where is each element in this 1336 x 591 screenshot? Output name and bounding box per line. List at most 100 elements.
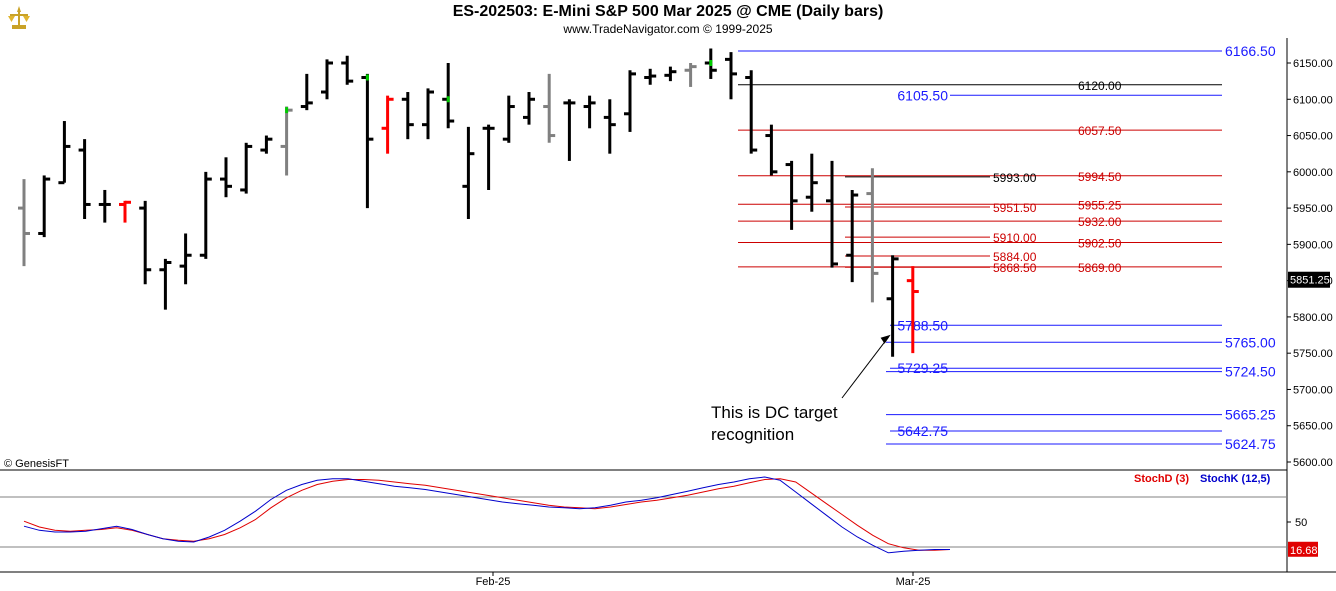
- price-bar: [240, 142, 253, 194]
- level-label-5624.75: 5624.75: [1225, 436, 1276, 452]
- trade-navigator-logo-icon: [4, 3, 34, 33]
- price-bar: [866, 168, 879, 303]
- level-label-6166.50: 6166.50: [1225, 43, 1276, 59]
- stochastic-pane: 50 StochD (3) StochK (12,5) 16.68: [0, 473, 1318, 557]
- price-bar: [624, 70, 636, 132]
- price-bar: [523, 92, 535, 125]
- price-bar: [664, 66, 677, 82]
- price-bar: [805, 153, 818, 212]
- price-bar: [725, 52, 737, 100]
- level-label-5955.25: 5955.25: [1078, 198, 1122, 212]
- price-bar: [18, 179, 30, 267]
- time-axis: Feb-25 Mar-25: [476, 572, 931, 588]
- price-axis-label: 5750.00: [1293, 348, 1333, 360]
- last-price-box: [1288, 271, 1330, 288]
- price-bar: [785, 160, 798, 230]
- price-bar: [98, 189, 111, 223]
- level-label-6105.50: 6105.50: [897, 87, 948, 103]
- price-axis-label: 6100.00: [1293, 94, 1333, 106]
- price-bar: [846, 189, 859, 283]
- price-bar: [482, 124, 495, 190]
- level-label-5932.00: 5932.00: [1078, 215, 1122, 229]
- level-label-5884.00: 5884.00: [993, 250, 1037, 264]
- level-label-5993.00: 5993.00: [993, 171, 1037, 185]
- price-bar: [38, 175, 51, 238]
- price-bar: [220, 157, 232, 198]
- price-bar: [58, 121, 71, 185]
- copyright-label: © GenesisFT: [4, 458, 69, 470]
- price-bar: [321, 59, 333, 100]
- price-bar: [119, 200, 131, 223]
- annotation-layer: This is DC target recognition: [711, 334, 891, 444]
- price-bar: [78, 139, 91, 219]
- stoch-k-line: [23, 476, 950, 554]
- level-label-6057.50: 6057.50: [1078, 124, 1122, 138]
- annotation-text: This is DC target: [711, 403, 838, 422]
- stoch-axis-label: 50: [1295, 517, 1307, 529]
- level-label-5902.50: 5902.50: [1078, 237, 1122, 251]
- level-label-5869.00: 5869.00: [1078, 261, 1122, 275]
- price-axis-label: 5600.00: [1293, 457, 1333, 469]
- time-axis-label: Mar-25: [896, 576, 931, 588]
- stoch-last-value-box: [1288, 541, 1318, 557]
- level-label-5868.50: 5868.50: [993, 261, 1037, 275]
- level-label-5910.00: 5910.00: [993, 231, 1037, 245]
- price-bar: [765, 124, 778, 176]
- price-bar: [179, 233, 192, 285]
- price-bar: [684, 63, 697, 87]
- level-label-6120.00: 6120.00: [1078, 79, 1122, 93]
- levels-layer: 6166.50 6120.00 6105.50 6057.50 5994.50 5993.…: [738, 43, 1276, 452]
- price-axis-label: 6050.00: [1293, 131, 1333, 143]
- stoch-d-line: [23, 478, 951, 551]
- level-label-5724.50: 5724.50: [1225, 364, 1276, 380]
- price-bar: [199, 171, 212, 259]
- level-label-5665.25: 5665.25: [1225, 407, 1276, 423]
- price-bar: [603, 99, 616, 154]
- time-axis-label: Feb-25: [476, 576, 511, 588]
- price-bar: [583, 95, 596, 129]
- price-bar: [300, 73, 313, 111]
- level-label-5788.50: 5788.50: [897, 317, 948, 333]
- price-bar: [381, 95, 394, 154]
- level-label-5729.25: 5729.25: [897, 360, 948, 376]
- price-bar: [826, 160, 838, 268]
- price-axis-label: 5650.00: [1293, 421, 1333, 433]
- price-bar: [906, 266, 919, 354]
- annotation-text: recognition: [711, 425, 794, 444]
- level-label-5951.50: 5951.50: [993, 201, 1037, 215]
- price-axis-label: 5700.00: [1293, 384, 1333, 396]
- chart-subtitle: www.TradeNavigator.com © 1999-2025: [563, 22, 773, 36]
- annotation-arrow-line: [841, 336, 889, 399]
- level-label-5765.00: 5765.00: [1225, 334, 1276, 350]
- stoch-last-value-label: 16.68: [1290, 545, 1318, 557]
- stoch-d-legend: StochD (3): [1134, 473, 1189, 485]
- price-axis-label: 6000.00: [1293, 167, 1333, 179]
- price-bar: [502, 95, 515, 143]
- price-bar: [886, 255, 899, 357]
- price-axis-label: 5800.00: [1293, 312, 1333, 324]
- price-bars-layer: [18, 48, 919, 357]
- annotation-arrow-head: [880, 334, 891, 344]
- price-bar: [159, 258, 172, 310]
- price-bar: [341, 55, 354, 85]
- price-bar: [745, 70, 758, 154]
- price-bar: [563, 99, 576, 161]
- price-bar: [462, 126, 475, 219]
- price-axis-label: 5900.00: [1293, 239, 1333, 251]
- price-bar: [401, 92, 414, 140]
- level-label-5994.50: 5994.50: [1078, 170, 1122, 184]
- price-bar: [543, 73, 556, 143]
- chart-title: ES-202503: E-Mini S&P 500 Mar 2025 @ CME…: [452, 3, 884, 20]
- price-axis-label: 6150.00: [1293, 58, 1333, 70]
- price-bar: [422, 88, 434, 140]
- last-price-label: 5851.25: [1290, 275, 1330, 287]
- level-label-5642.75: 5642.75: [897, 423, 948, 439]
- price-bar: [644, 68, 657, 85]
- price-axis: 6150.00 6100.00 6050.00 6000.00 5950.00 5900.…: [1287, 58, 1333, 469]
- price-bar: [139, 200, 152, 285]
- price-axis-label: 5950.00: [1293, 203, 1333, 215]
- price-bar: [260, 135, 273, 154]
- stoch-k-legend: StochK (12,5): [1200, 473, 1271, 485]
- title-bar: ES-202503: E-Mini S&P 500 Mar 2025 @ CME…: [0, 0, 1336, 38]
